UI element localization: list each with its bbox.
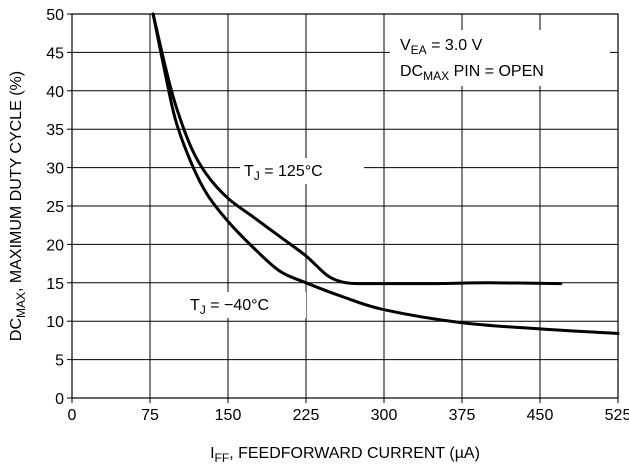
annotation-dcmax-pin: DCMAX PIN = OPEN (400, 63, 544, 83)
annotation-vea: VEA = 3.0 V (400, 37, 483, 57)
curve-label-minus40c-rest: = −40°C (206, 297, 269, 314)
x-tick-label: 300 (371, 407, 398, 424)
y-axis-title-main: DC (8, 318, 25, 341)
y-axis-title-rest: , MAXIMUM DUTY CYCLE (%) (8, 71, 25, 292)
annotation-vea-rest: = 3.0 V (427, 37, 483, 54)
curve-label-125c-rest: = 125°C (260, 163, 323, 180)
x-tick-label: 525 (605, 407, 629, 424)
y-tick-label: 15 (46, 276, 64, 293)
curve-label-125c: TJ = 125°C (244, 163, 323, 183)
x-tick-label: 75 (141, 407, 159, 424)
y-tick-label: 50 (46, 7, 64, 24)
series-line-125c (151, 12, 563, 286)
y-tick-label: 35 (46, 122, 64, 139)
annotation-vea-main: V (400, 37, 411, 54)
series-line-minus40c (151, 12, 620, 335)
annotation-dcmax-main: DC (400, 63, 423, 80)
annotation-bg-cold (186, 292, 306, 318)
y-tick-label: 0 (55, 391, 64, 408)
x-tick-label: 450 (527, 407, 554, 424)
annotation-bg-hot (240, 158, 364, 184)
x-tick-label: 0 (68, 407, 77, 424)
y-tick-label: 5 (55, 353, 64, 370)
y-axis-title-sub: MAX (14, 292, 28, 318)
x-tick-label: 375 (449, 407, 476, 424)
x-axis-title-main: I (210, 445, 214, 462)
y-tick-label: 40 (46, 84, 64, 101)
grid-lines (72, 14, 618, 398)
annotation-vea-sub: EA (411, 43, 427, 57)
series-lines (151, 12, 620, 335)
annotation-bg-conditions (390, 30, 610, 86)
curve-label-125c-main: T (244, 163, 254, 180)
y-tick-label: 20 (46, 237, 64, 254)
x-tick-label: 225 (293, 407, 320, 424)
curve-label-125c-sub: J (254, 169, 260, 183)
y-tick-label: 25 (46, 199, 64, 216)
axis-ticks: 0 75 150 225 300 375 450 525 0 5 10 15 20 25 30 35 40 45 5… (46, 7, 629, 424)
x-axis-title-sub: FF (215, 451, 230, 465)
curve-label-minus40c-main: T (190, 297, 200, 314)
y-tick-label: 30 (46, 161, 64, 178)
x-axis-title: IFF, FEEDFORWARD CURRENT (µA) (210, 445, 480, 465)
annotation-dcmax-rest: PIN = OPEN (449, 63, 544, 80)
curve-label-minus40c: TJ = −40°C (190, 297, 269, 317)
curve-label-minus40c-sub: J (200, 303, 206, 317)
y-tick-label: 10 (46, 314, 64, 331)
y-tick-label: 45 (46, 45, 64, 62)
x-tick-label: 150 (215, 407, 242, 424)
y-axis-title: DCMAX, MAXIMUM DUTY CYCLE (%) (8, 71, 28, 341)
annotation-dcmax-sub: MAX (423, 69, 449, 83)
x-axis-title-rest: , FEEDFORWARD CURRENT (µA) (229, 445, 480, 462)
